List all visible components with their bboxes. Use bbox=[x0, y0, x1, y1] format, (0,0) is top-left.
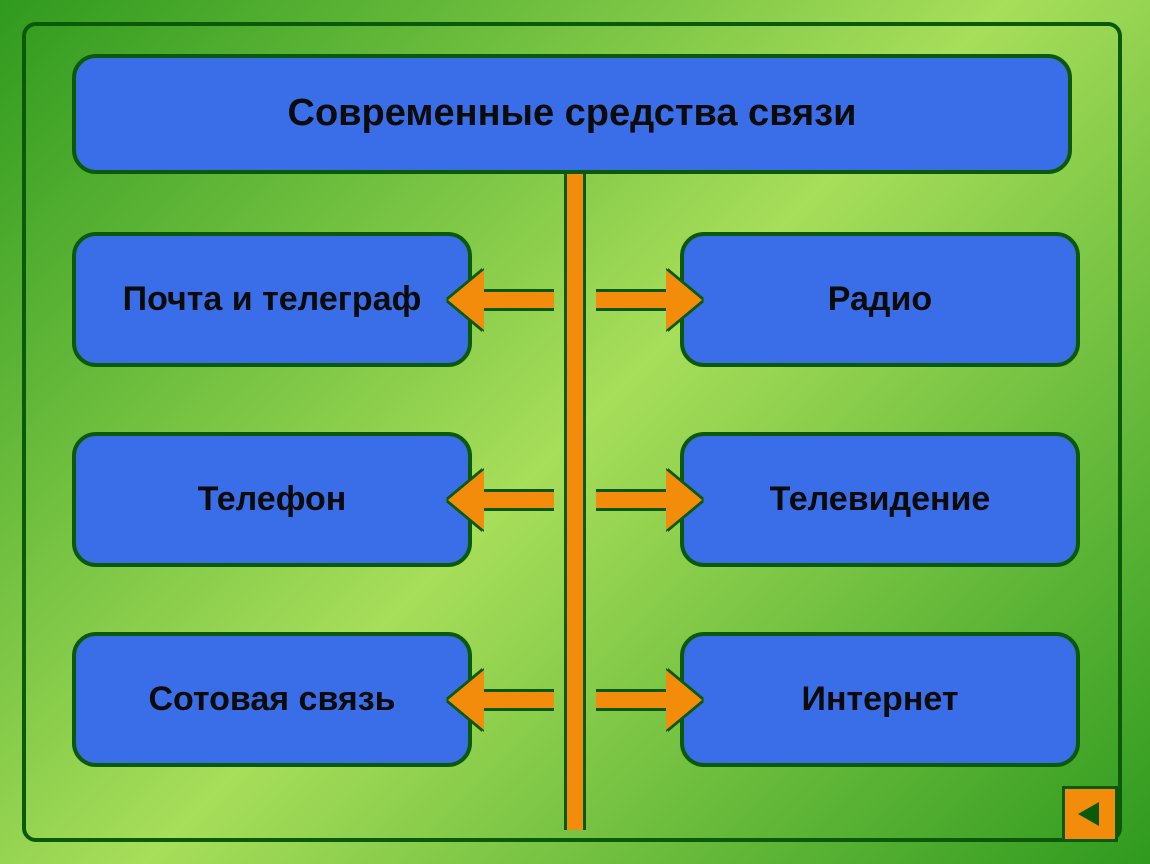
connector-shaft-right bbox=[596, 689, 666, 711]
arrow-right-icon bbox=[666, 670, 702, 730]
connector-shaft-left bbox=[484, 489, 554, 511]
item-label: Радио bbox=[828, 280, 932, 319]
item-node-left-0: Почта и телеграф bbox=[72, 232, 472, 367]
nav-back-button[interactable] bbox=[1062, 786, 1118, 842]
diagram-slide: Современные средства связи Почта и телег… bbox=[0, 0, 1150, 864]
connector-shaft-right bbox=[596, 289, 666, 311]
item-node-right-1: Телевидение bbox=[680, 432, 1080, 567]
item-node-right-2: Интернет bbox=[680, 632, 1080, 767]
item-node-right-0: Радио bbox=[680, 232, 1080, 367]
item-node-left-2: Сотовая связь bbox=[72, 632, 472, 767]
item-label: Телевидение bbox=[770, 480, 991, 519]
arrow-left-icon bbox=[448, 270, 484, 330]
arrow-right-icon bbox=[666, 270, 702, 330]
item-label: Телефон bbox=[198, 480, 347, 519]
item-node-left-1: Телефон bbox=[72, 432, 472, 567]
arrow-right-icon bbox=[666, 470, 702, 530]
arrow-left-icon bbox=[448, 470, 484, 530]
connector-vertical bbox=[564, 174, 586, 830]
arrow-left-icon bbox=[448, 670, 484, 730]
title-node: Современные средства связи bbox=[72, 54, 1072, 174]
triangle-left-icon bbox=[1075, 799, 1105, 829]
connector-shaft-left bbox=[484, 289, 554, 311]
item-label: Интернет bbox=[802, 680, 959, 719]
connector-shaft-left bbox=[484, 689, 554, 711]
title-label: Современные средства связи bbox=[288, 92, 857, 136]
item-label: Сотовая связь bbox=[148, 680, 395, 719]
item-label: Почта и телеграф bbox=[123, 280, 422, 319]
connector-shaft-right bbox=[596, 489, 666, 511]
